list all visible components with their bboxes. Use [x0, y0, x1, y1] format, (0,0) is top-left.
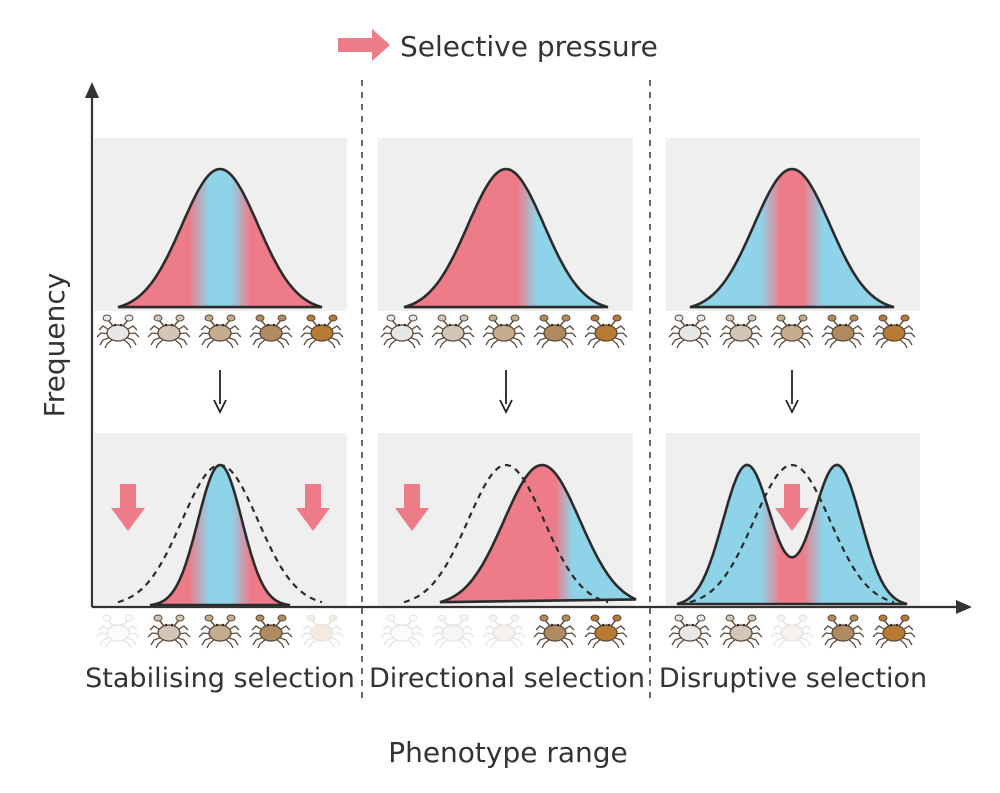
crab-icon-top-2-2: [770, 314, 814, 349]
selected-distribution-curve-2: [676, 463, 908, 606]
crab-icon-bottom-0-4: [300, 614, 344, 649]
pressure-arrow-left-1: [395, 484, 429, 531]
pressure-arrow-center-2: [775, 484, 809, 531]
right-arrow-icon: [338, 29, 390, 61]
original-distribution-curve-2: [689, 167, 895, 309]
crab-icon-top-0-1: [147, 314, 191, 349]
crab-icon-top-2-3: [821, 314, 865, 349]
section-label-stabilising: Stabilising selection: [85, 663, 355, 694]
crab-icon-bottom-2-3: [821, 614, 865, 649]
section-label-directional: Directional selection: [369, 663, 645, 694]
crab-icon-bottom-1-0: [380, 614, 424, 649]
transition-arrowhead-1: [499, 399, 513, 415]
original-distribution-curve-0: [117, 167, 323, 309]
crab-icon-bottom-1-1: [431, 614, 475, 649]
previous-distribution-dashed-2: [689, 463, 895, 604]
legend-label: Selective pressure: [400, 30, 658, 63]
crab-icon-top-1-0: [380, 314, 424, 349]
crab-icon-bottom-2-1: [719, 614, 763, 649]
section-label-disruptive: Disruptive selection: [659, 663, 927, 694]
transition-arrowhead-0: [213, 399, 227, 415]
crab-icon-bottom-1-2: [482, 614, 526, 649]
crab-icon-top-0-2: [198, 314, 242, 349]
crab-icon-bottom-0-2: [198, 614, 242, 649]
pressure-arrow-left-0: [111, 484, 145, 531]
crab-icon-top-0-0: [96, 314, 140, 349]
crab-icon-bottom-2-2: [770, 614, 814, 649]
y-axis-label: Frequency: [38, 273, 71, 418]
crab-icon-bottom-2-0: [668, 614, 712, 649]
crab-icon-top-2-4: [872, 314, 916, 349]
crab-icon-bottom-1-4: [584, 614, 628, 649]
x-axis-label: Phenotype range: [388, 736, 628, 769]
transition-arrowhead-2: [785, 399, 799, 415]
crab-icon-top-1-1: [431, 314, 475, 349]
crab-icon-top-1-2: [482, 314, 526, 349]
crab-icon-top-0-3: [249, 314, 293, 349]
crab-icon-bottom-0-3: [249, 614, 293, 649]
x-axis-arrowhead: [956, 600, 972, 614]
crab-icon-bottom-1-3: [533, 614, 577, 649]
selected-distribution-curve-1: [439, 463, 637, 604]
crab-icon-bottom-0-0: [96, 614, 140, 649]
crab-icon-top-0-4: [300, 314, 344, 349]
previous-distribution-dashed-1: [403, 463, 609, 604]
crab-icon-top-1-3: [533, 314, 577, 349]
previous-distribution-dashed-0: [117, 463, 323, 604]
pressure-arrow-right-0: [296, 484, 330, 531]
crab-icon-top-1-4: [584, 314, 628, 349]
crab-icon-top-2-0: [668, 314, 712, 349]
crab-icon-bottom-2-4: [872, 614, 916, 649]
original-distribution-curve-1: [403, 167, 609, 309]
crab-icon-top-2-1: [719, 314, 763, 349]
y-axis-arrowhead: [85, 82, 99, 98]
crab-icon-bottom-0-1: [147, 614, 191, 649]
